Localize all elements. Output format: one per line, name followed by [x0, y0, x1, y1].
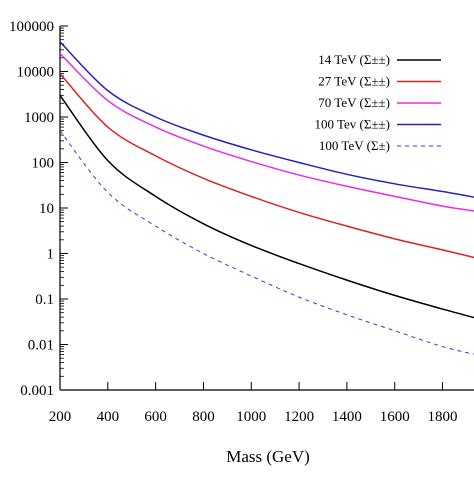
y-tick-label: 100: [32, 156, 55, 172]
x-axis-label: Mass (GeV): [226, 447, 310, 466]
legend-label: 14 TeV (Σ±±): [318, 52, 390, 67]
series-line: [60, 130, 474, 355]
series-line: [60, 52, 474, 212]
legend-label: 70 TeV (Σ±±): [318, 95, 390, 110]
y-tick-label: 100000: [9, 19, 54, 35]
series-line: [60, 73, 474, 259]
x-tick-label: 800: [192, 409, 215, 425]
y-tick-label: 10000: [17, 65, 55, 81]
legend-label: 100 Tev (Σ±±): [314, 117, 390, 132]
y-tick-label: 1000: [24, 110, 54, 126]
legend-label: 100 TeV (Σ±): [319, 138, 390, 153]
series-line: [60, 94, 474, 319]
x-tick-label: 400: [97, 409, 120, 425]
series-lines: [60, 41, 474, 355]
axes: [59, 26, 474, 391]
y-tick-label: 1: [47, 247, 55, 263]
y-tick-label: 0.01: [28, 338, 54, 354]
x-tick-label: 1400: [332, 409, 362, 425]
x-axis-ticks: 200 400 600 800 1000 1200 1400 1600 1800: [49, 382, 458, 425]
x-tick-label: 1200: [284, 409, 314, 425]
y-tick-label: 0.001: [20, 383, 54, 399]
y-tick-label: 10: [39, 201, 54, 217]
x-tick-label: 1800: [428, 409, 458, 425]
x-tick-label: 200: [49, 409, 72, 425]
x-tick-label: 1600: [380, 409, 410, 425]
y-tick-label: 0.1: [35, 292, 54, 308]
x-tick-label: 1000: [236, 409, 266, 425]
y-axis-ticks: 0.001 0.01 0.1 1 10 100 1000 10000 100000: [9, 19, 68, 399]
x-tick-label: 600: [144, 409, 167, 425]
legend: 14 TeV (Σ±±) 27 TeV (Σ±±) 70 TeV (Σ±±) 100 …: [314, 52, 441, 153]
legend-label: 27 TeV (Σ±±): [318, 74, 390, 89]
series-line: [60, 41, 474, 198]
